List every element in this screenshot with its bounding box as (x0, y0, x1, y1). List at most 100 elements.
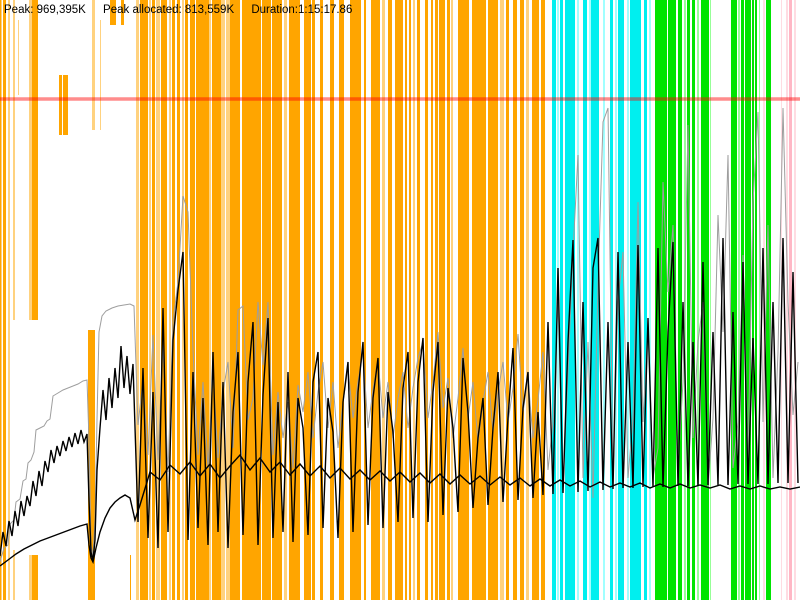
event-band (121, 0, 124, 25)
event-band (339, 0, 344, 600)
event-band (32, 555, 38, 600)
event-band (405, 0, 407, 600)
event-band (29, 0, 32, 320)
event-band (692, 0, 695, 600)
event-band (431, 0, 433, 600)
event-band (3, 0, 6, 600)
event-band (644, 0, 647, 600)
event-band (668, 0, 676, 600)
event-band (350, 0, 361, 600)
event-band (766, 0, 771, 600)
event-band (185, 0, 188, 600)
event-band (520, 0, 524, 600)
stat-peak-allocated: Peak allocated: 813,559K (103, 4, 235, 16)
event-band (560, 0, 563, 600)
event-band (312, 0, 315, 600)
event-band (388, 0, 392, 600)
event-band (284, 0, 287, 600)
event-band (200, 0, 209, 600)
event-band (221, 0, 225, 600)
event-band (100, 20, 101, 130)
event-band (786, 0, 788, 600)
event-band (526, 0, 529, 600)
event-band (161, 0, 167, 600)
event-band (687, 0, 690, 600)
event-band (400, 0, 403, 600)
event-band (759, 0, 760, 600)
event-band (557, 0, 559, 600)
event-band (130, 555, 131, 600)
event-band (697, 0, 699, 600)
event-band (447, 0, 450, 600)
stat-peak: Peak: 969,395K (4, 4, 86, 16)
event-band (0, 0, 2, 600)
event-band (63, 75, 68, 135)
event-band (29, 555, 32, 600)
event-band (395, 0, 400, 600)
stat-duration: Duration:1:15:17.86 (251, 4, 353, 16)
event-band (458, 0, 469, 600)
event-band (417, 0, 420, 600)
event-band (583, 0, 587, 600)
event-band (577, 0, 579, 600)
event-band (615, 0, 617, 600)
event-band (289, 0, 300, 600)
event-band (435, 0, 438, 600)
event-band (209, 0, 211, 600)
event-band (371, 0, 380, 600)
event-band (472, 0, 486, 600)
event-band (169, 0, 171, 600)
event-band (364, 0, 366, 600)
event-band (413, 0, 415, 600)
event-band (439, 0, 445, 600)
event-band (789, 0, 792, 600)
event-band (88, 330, 95, 600)
event-band (262, 0, 271, 600)
event-band (409, 0, 411, 600)
event-band (794, 0, 796, 600)
event-band (731, 0, 737, 600)
event-band (226, 0, 230, 600)
event-band (610, 0, 613, 600)
event-band (589, 0, 591, 600)
event-band (156, 0, 160, 600)
peak-line (0, 97, 800, 101)
event-band (745, 0, 751, 600)
event-band (196, 0, 200, 600)
event-band (678, 0, 682, 600)
event-band (552, 0, 556, 600)
event-band (738, 0, 740, 600)
heap-usage-black-lower (0, 453, 800, 567)
event-band (13, 0, 15, 320)
stats-header: Peak: 969,395K Peak allocated: 813,559K … (4, 3, 352, 17)
event-band (451, 0, 453, 600)
event-band (752, 0, 754, 600)
event-band (230, 0, 240, 600)
event-band (618, 0, 624, 600)
event-band (649, 0, 651, 600)
event-band (149, 0, 151, 600)
event-band (701, 0, 709, 600)
event-band (110, 0, 116, 25)
event-band (140, 0, 148, 600)
allocated-envelope-gray (0, 107, 799, 563)
event-band (488, 0, 498, 600)
event-band (182, 0, 184, 600)
event-band (330, 0, 334, 600)
event-band (177, 0, 180, 600)
event-band (272, 0, 282, 600)
event-band (710, 0, 711, 600)
event-band (627, 0, 629, 600)
event-band (506, 0, 509, 600)
event-band (320, 0, 323, 600)
event-band (190, 0, 195, 600)
heap-usage-black-upper (0, 237, 799, 561)
event-band (755, 0, 757, 600)
event-band (59, 75, 62, 135)
event-band (32, 0, 38, 320)
event-band (18, 20, 19, 95)
event-band (212, 0, 221, 600)
event-band (8, 0, 10, 600)
